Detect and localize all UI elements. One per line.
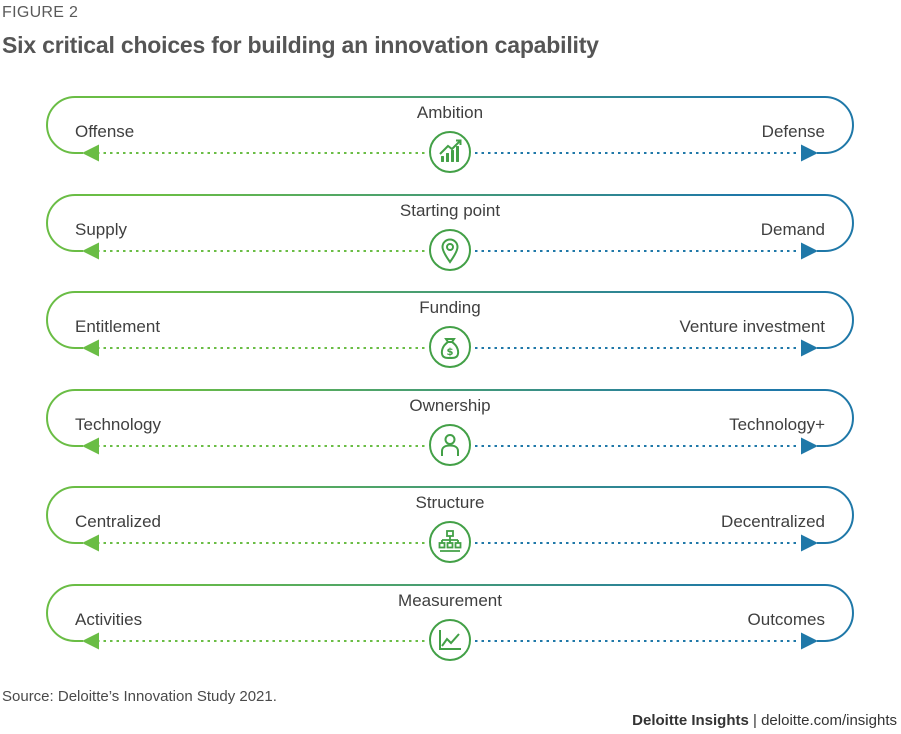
choice-spectrum-frame [46, 388, 854, 454]
choice-spectrum-frame [46, 193, 854, 259]
right-arrow-icon [801, 242, 818, 259]
location-pin-icon [429, 228, 471, 271]
left-pole-label: Centralized [75, 512, 161, 531]
choice-spectrum-frame [46, 291, 854, 357]
person-icon [429, 423, 471, 466]
right-pole-label: Defense [761, 122, 825, 141]
right-arrow-icon [801, 437, 818, 454]
right-arrow-icon [801, 534, 818, 552]
choice-row-measurement: Activities Outcomes Measurement [0, 580, 901, 678]
footer-brand: Deloitte Insights [632, 712, 749, 729]
left-arrow-icon [82, 339, 99, 357]
choice-row-structure: Centralized Decentralized Structure [0, 482, 901, 580]
left-pole-label: Entitlement [75, 317, 161, 336]
left-arrow-icon [82, 632, 99, 649]
left-pole-label: Offense [75, 122, 135, 141]
footer-credit: Deloitte Insights | deloitte.com/insight… [632, 712, 897, 729]
source-note: Source: Deloitte’s Innovation Study 2021… [2, 688, 277, 705]
left-arrow-icon [82, 242, 99, 259]
figure-title: Six critical choices for building an inn… [2, 32, 599, 58]
left-arrow-icon [82, 144, 99, 162]
right-pole-label: Technology+ [729, 414, 825, 434]
choice-row-ambition: Offense Defense Ambition [0, 92, 901, 190]
left-arrow-icon [82, 437, 99, 454]
right-pole-label: Outcomes [747, 609, 825, 629]
left-pole-label: Activities [75, 609, 143, 629]
figure-label: FIGURE 2 [2, 4, 79, 21]
right-pole-label: Demand [760, 219, 825, 239]
right-pole-label: Decentralized [721, 512, 825, 531]
choices-diagram: Offense Defense Ambition Supply Demand Starti… [0, 92, 901, 677]
left-arrow-icon [82, 534, 99, 552]
right-arrow-icon [801, 144, 818, 162]
line-chart-icon [429, 618, 471, 661]
footer-url[interactable]: deloitte.com/insights [761, 712, 897, 729]
choice-spectrum-frame [46, 486, 854, 552]
dimension-label: Starting point [399, 200, 501, 220]
money-bag-icon: $ [429, 326, 471, 368]
dimension-label: Ambition [416, 103, 484, 122]
right-arrow-icon [801, 339, 818, 357]
left-pole-label: Technology [75, 414, 162, 434]
footer-separator: | [748, 712, 762, 729]
right-arrow-icon [801, 632, 818, 649]
choice-row-ownership: Technology Technology+ Ownership [0, 385, 901, 483]
org-chart-icon [429, 521, 471, 563]
dimension-label: Funding [419, 298, 481, 317]
dimension-label: Structure [415, 493, 485, 512]
choice-spectrum-frame [46, 583, 854, 649]
right-pole-label: Venture investment [679, 317, 825, 336]
choice-row-funding: Entitlement Venture investment Funding $ [0, 287, 901, 385]
svg-text:$: $ [447, 347, 454, 358]
dimension-label: Ownership [409, 395, 491, 415]
growth-chart-icon [429, 131, 471, 173]
dimension-label: Measurement [398, 590, 502, 610]
left-pole-label: Supply [75, 219, 127, 239]
choice-spectrum-frame [46, 96, 854, 162]
choice-row-starting-point: Supply Demand Starting point [0, 190, 901, 288]
